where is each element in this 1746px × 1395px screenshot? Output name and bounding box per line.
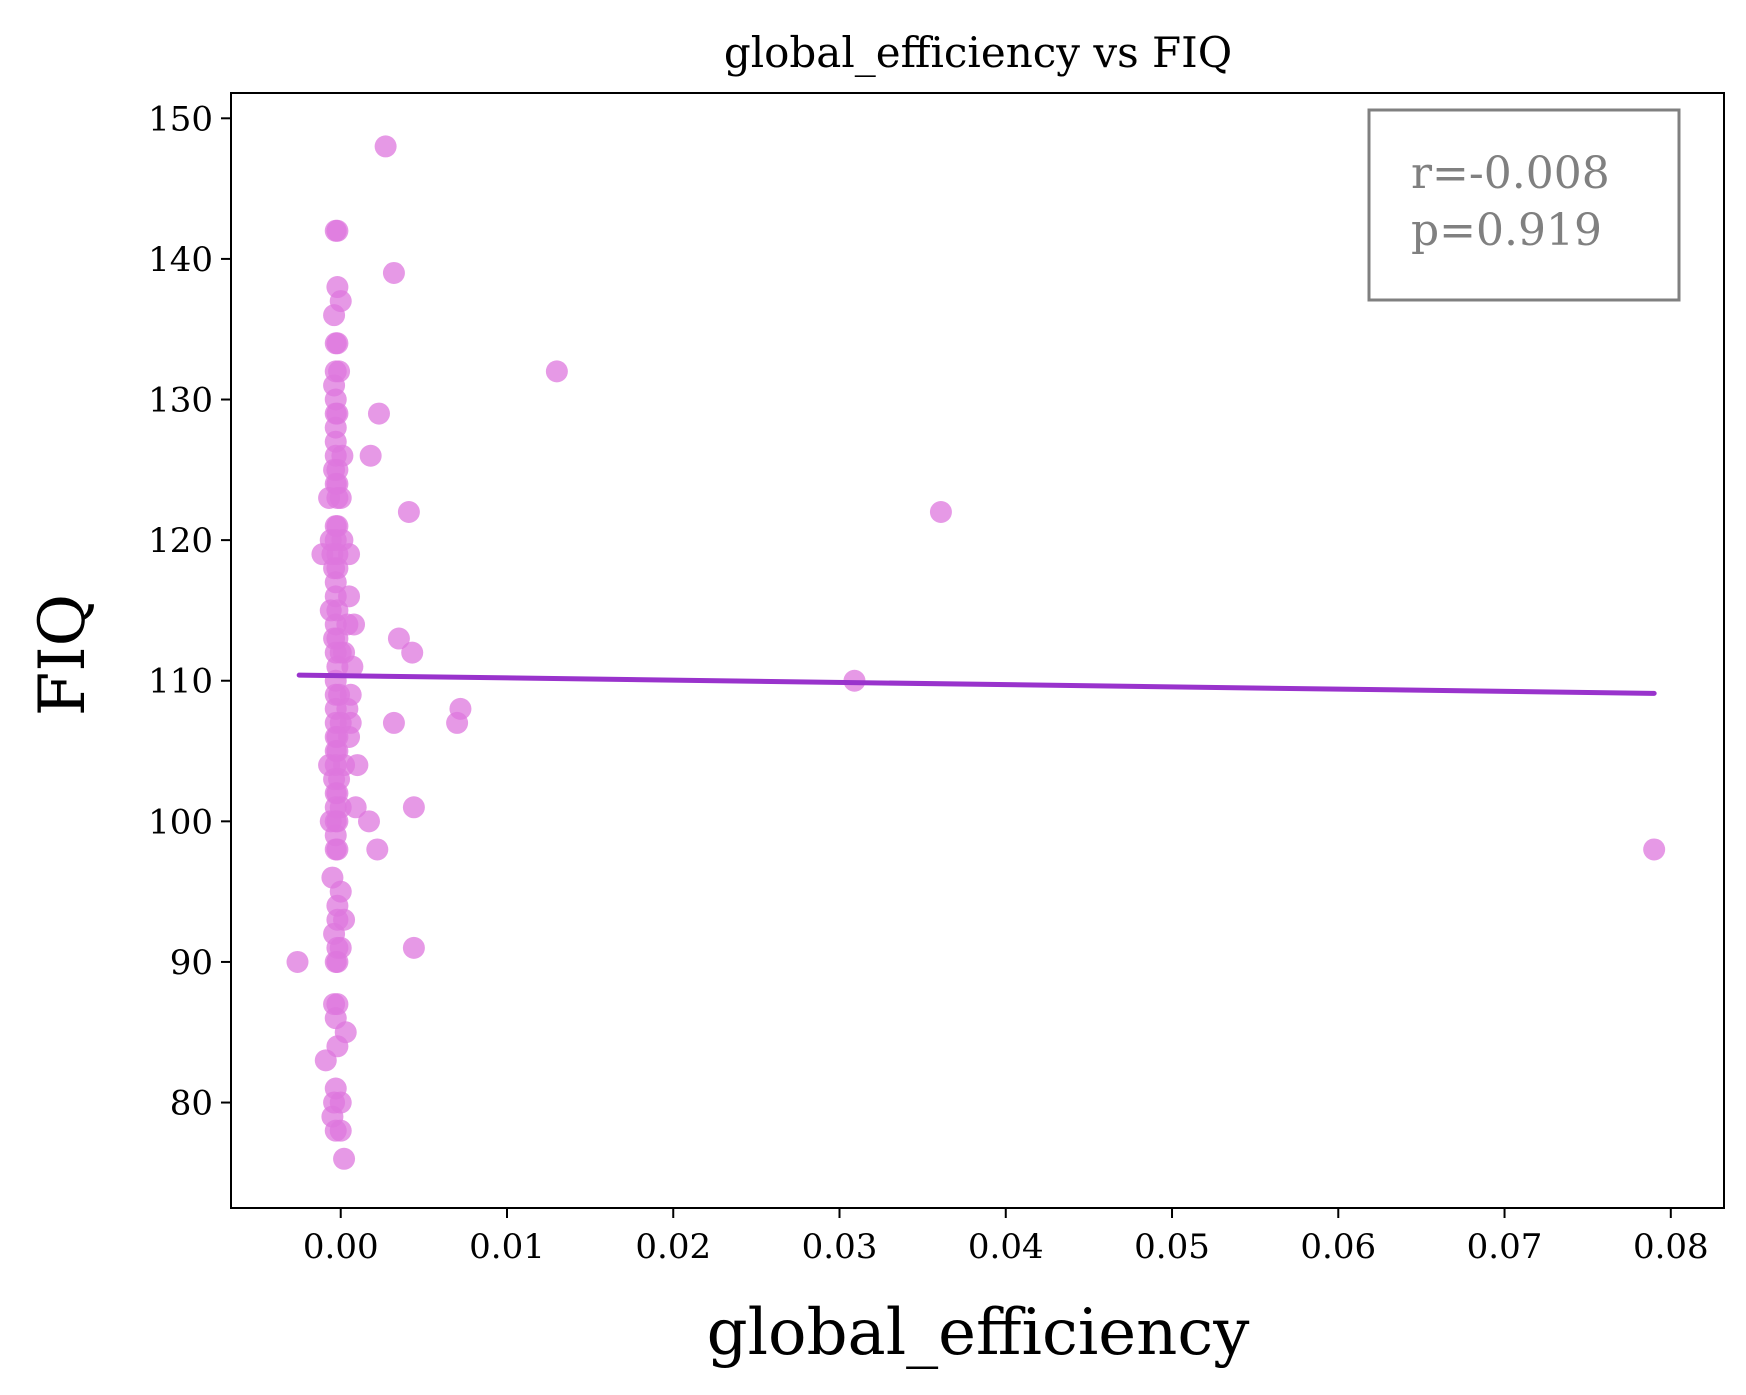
- ticks-layer: 0.00 0.01 0.02 0.03 0.04 0.05 0.06 0.07 0.08 80 90…: [148, 99, 1709, 1267]
- regression-line: [296, 672, 1657, 696]
- x-tick-label: 0.04: [968, 1227, 1044, 1267]
- y-tick-label: 100: [148, 802, 213, 842]
- x-tick-label: 0.06: [1300, 1227, 1376, 1267]
- y-tick-label: 150: [148, 99, 213, 139]
- stats-r-value: r=-0.008: [1411, 148, 1610, 199]
- x-tick-label: 0.02: [635, 1227, 711, 1267]
- stats-box-border: [1367, 108, 1681, 302]
- y-tick-label: 80: [170, 1084, 213, 1124]
- y-tick-label: 110: [148, 662, 213, 702]
- y-tick-label: 130: [148, 381, 213, 421]
- y-axis-label: FIQ: [26, 594, 100, 716]
- stats-box: r=-0.008 p=0.919: [1367, 108, 1681, 302]
- data-point: [545, 360, 568, 383]
- data-point: [402, 796, 425, 819]
- x-tick-label: 0.03: [802, 1227, 878, 1267]
- plot-frame: [230, 92, 1725, 1209]
- x-tick-label: 0.00: [303, 1227, 379, 1267]
- data-point: [387, 627, 410, 650]
- data-point: [397, 501, 420, 524]
- x-axis-label: global_efficiency: [707, 1296, 1250, 1370]
- y-tick-label: 120: [148, 521, 213, 561]
- data-point: [329, 486, 352, 509]
- data-point: [359, 444, 382, 467]
- data-point: [344, 796, 367, 819]
- data-point: [367, 402, 390, 425]
- trend-layer: [296, 672, 1657, 696]
- data-point: [341, 655, 364, 678]
- data-point: [366, 838, 389, 861]
- stats-p-value: p=0.919: [1411, 205, 1602, 256]
- data-point: [333, 908, 356, 931]
- data-point: [326, 838, 349, 861]
- y-tick-label: 90: [170, 943, 213, 983]
- x-tick-label: 0.08: [1633, 1227, 1709, 1267]
- chart-title: global_efficiency vs FIQ: [724, 28, 1232, 77]
- data-point: [374, 135, 397, 158]
- data-point: [402, 936, 425, 959]
- data-point: [333, 1147, 356, 1170]
- y-tick-label: 140: [148, 240, 213, 280]
- data-point: [382, 261, 405, 284]
- points-layer: [286, 135, 1666, 1170]
- x-tick-label: 0.05: [1134, 1227, 1210, 1267]
- data-point: [446, 711, 469, 734]
- data-point: [343, 613, 366, 636]
- data-point: [323, 304, 346, 327]
- data-point: [382, 711, 405, 734]
- data-point: [401, 641, 424, 664]
- data-point: [326, 950, 349, 973]
- data-point: [286, 950, 309, 973]
- data-point: [1643, 838, 1666, 861]
- data-point: [326, 332, 349, 355]
- data-point: [329, 1119, 352, 1142]
- x-tick-label: 0.01: [469, 1227, 545, 1267]
- x-tick-label: 0.07: [1467, 1227, 1543, 1267]
- data-point: [357, 810, 380, 833]
- data-point: [314, 1049, 337, 1072]
- data-point: [929, 501, 952, 524]
- data-point: [346, 754, 369, 777]
- data-point: [326, 219, 349, 242]
